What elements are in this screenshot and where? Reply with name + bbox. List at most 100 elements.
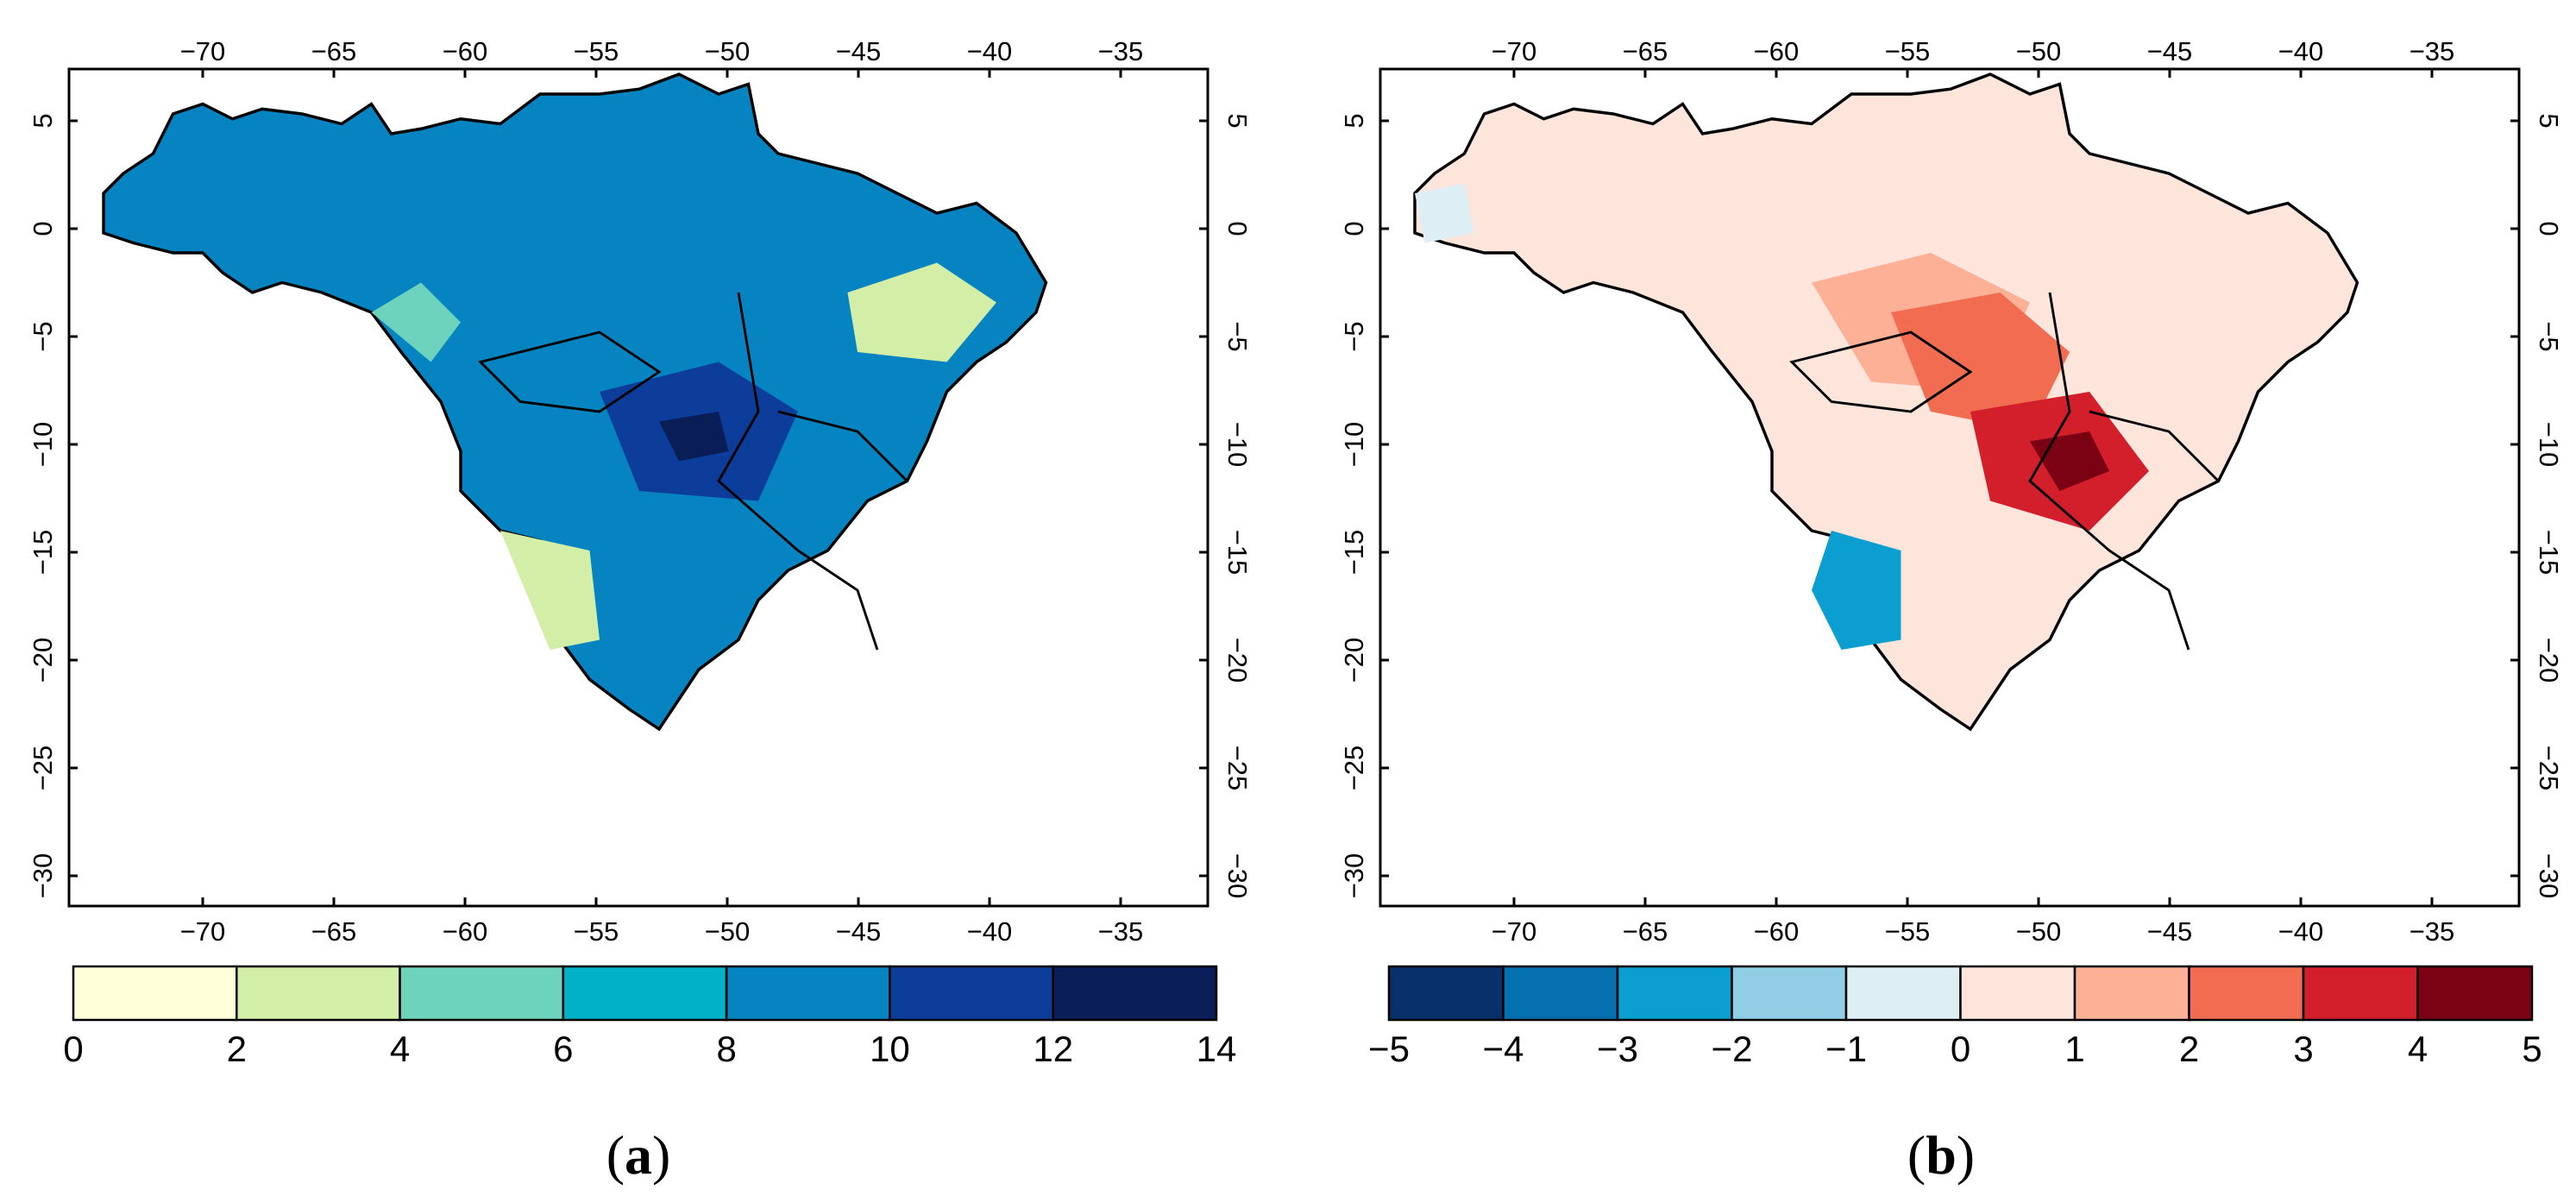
colorbar-segment <box>1959 965 2077 1022</box>
colorbar-tick-label: 0 <box>63 1029 83 1069</box>
colorbar-tick-label: 0 <box>1951 1029 1970 1069</box>
colorbar-segment <box>1052 965 1218 1022</box>
slight-cooling-region <box>1415 183 1474 243</box>
colorbar-tick-label: −2 <box>1712 1029 1753 1069</box>
lon-tick-label: −65 <box>1623 916 1668 947</box>
lon-tick-label: −45 <box>2147 916 2193 947</box>
lat-axis-left: 5 0 −5 −10 −15 −20 −25 −30 <box>28 113 78 898</box>
colorbar-segment <box>2073 965 2190 1022</box>
lon-tick-label: −65 <box>311 36 357 66</box>
lat-tick-label: −10 <box>28 422 58 468</box>
lat-tick-label: −25 <box>2534 746 2564 791</box>
colorbar-tick-label: 4 <box>390 1029 410 1069</box>
lat-tick-label: 0 <box>1222 221 1253 236</box>
lat-tick-label: 5 <box>1339 113 1369 128</box>
lat-axis-right: 5 0 −5 −10 −15 −20 −25 −30 <box>1199 113 1253 898</box>
lon-tick-label: −60 <box>1754 36 1800 66</box>
colorbar-tick-label: 2 <box>227 1029 247 1069</box>
colorbar-tick-label: 14 <box>1197 1029 1237 1069</box>
lon-tick-label: −70 <box>1492 36 1537 66</box>
colorbar-segment <box>1502 965 1619 1022</box>
lat-tick-label: −20 <box>1222 638 1253 683</box>
lat-tick-label: −30 <box>1339 853 1369 899</box>
panel-b: −70 −65 −60 −55 −50 −45 −40 −35 −70 −65 −60 −55 −50… <box>1339 36 2564 1186</box>
lon-tick-label: −35 <box>2410 916 2455 947</box>
lat-tick-label: 0 <box>28 221 58 236</box>
lat-tick-label: 5 <box>2534 113 2564 128</box>
colorbar-segment <box>1616 965 1733 1022</box>
colorbar-segment <box>236 965 401 1022</box>
colorbar: −5 −4 −3 −2 −1 0 1 2 3 4 5 <box>1368 965 2542 1069</box>
lat-tick-label: −30 <box>1222 853 1253 899</box>
lat-tick-label: −10 <box>1339 422 1369 468</box>
brazil-map <box>1413 72 2359 731</box>
lat-tick-label: −30 <box>2534 853 2564 899</box>
lat-tick-label: −5 <box>1339 321 1369 351</box>
lon-axis-top: −70 −65 −60 −55 −50 −45 −40 −35 <box>180 36 1144 78</box>
colorbar-tick-label: 2 <box>2179 1029 2199 1069</box>
lon-tick-label: −70 <box>180 36 226 66</box>
colorbar: 0 2 4 6 8 10 12 14 <box>63 965 1237 1069</box>
lon-tick-label: −60 <box>1754 916 1800 947</box>
lat-tick-label: −15 <box>1339 530 1369 576</box>
colorbar-segment <box>1731 965 1848 1022</box>
colorbar-tick-label: 4 <box>2408 1029 2428 1069</box>
lat-tick-label: −5 <box>28 321 58 351</box>
lon-tick-label: −55 <box>1885 916 1931 947</box>
colorbar-segment <box>399 965 565 1022</box>
warming-region-2 <box>1891 293 2070 431</box>
lon-tick-label: −40 <box>2278 916 2324 947</box>
lon-tick-label: −70 <box>180 916 226 947</box>
lon-tick-label: −50 <box>705 36 751 66</box>
colorbar-tick-label: 1 <box>2064 1029 2084 1069</box>
colorbar-segment <box>889 965 1054 1022</box>
southern-low-region <box>500 531 600 650</box>
lon-tick-label: −65 <box>1623 36 1668 66</box>
lon-tick-label: −50 <box>2016 36 2062 66</box>
lat-tick-label: −15 <box>1222 530 1253 576</box>
panel-caption: (b) <box>1907 1124 1975 1186</box>
lat-axis-right: 5 0 −5 −10 −15 −20 −25 −30 <box>2510 113 2564 898</box>
colorbar-tick-label: 5 <box>2522 1029 2541 1069</box>
lat-tick-label: −10 <box>1222 422 1253 468</box>
lat-tick-label: −20 <box>28 638 58 683</box>
lat-axis-left: 5 0 −5 −10 −15 −20 −25 −30 <box>1339 113 1389 898</box>
colorbar-tick-label: 8 <box>716 1029 736 1069</box>
lat-tick-label: 5 <box>28 113 58 128</box>
northeast-low-region <box>847 262 996 362</box>
colorbar-segment <box>1387 965 1505 1022</box>
lon-tick-label: −35 <box>1098 36 1144 66</box>
colorbar-segment <box>72 965 238 1022</box>
low-value-region <box>371 282 461 362</box>
colorbar-tick-label: 6 <box>553 1029 573 1069</box>
lon-tick-label: −60 <box>443 36 488 66</box>
lat-tick-label: −25 <box>28 746 58 791</box>
colorbar-tick-label: −3 <box>1597 1029 1638 1069</box>
lon-tick-label: −55 <box>574 916 619 947</box>
lon-tick-label: −35 <box>1098 916 1144 947</box>
colorbar-segment <box>562 965 728 1022</box>
colorbar-tick-label: −4 <box>1483 1029 1524 1069</box>
lat-tick-label: 5 <box>1222 113 1253 128</box>
panel-a: −70 −65 −60 −55 −50 −45 −40 −35 −70 −65 −60 −55 −50… <box>28 36 1253 1186</box>
lat-tick-label: −10 <box>2534 422 2564 468</box>
colorbar-tick-label: −5 <box>1368 1029 1410 1069</box>
brazil-map <box>102 72 1048 731</box>
panel-caption: (a) <box>606 1124 671 1186</box>
lon-tick-label: −35 <box>2410 36 2455 66</box>
lat-tick-label: −20 <box>2534 638 2564 683</box>
lon-axis-top: −70 −65 −60 −55 −50 −45 −40 −35 <box>1492 36 2455 78</box>
lat-tick-label: 0 <box>1339 221 1369 236</box>
lon-tick-label: −45 <box>836 916 882 947</box>
colorbar-tick-label: 12 <box>1033 1029 1073 1069</box>
colorbar-segment <box>2416 965 2534 1022</box>
lon-tick-label: −55 <box>1885 36 1931 66</box>
lat-tick-label: −20 <box>1339 638 1369 683</box>
colorbar-segment <box>2302 965 2419 1022</box>
colorbar-tick-label: −1 <box>1825 1029 1867 1069</box>
colorbar-tick-label: 10 <box>870 1029 910 1069</box>
lon-tick-label: −50 <box>2016 916 2062 947</box>
peak-value-region <box>659 412 729 462</box>
lat-tick-label: −15 <box>28 530 58 576</box>
